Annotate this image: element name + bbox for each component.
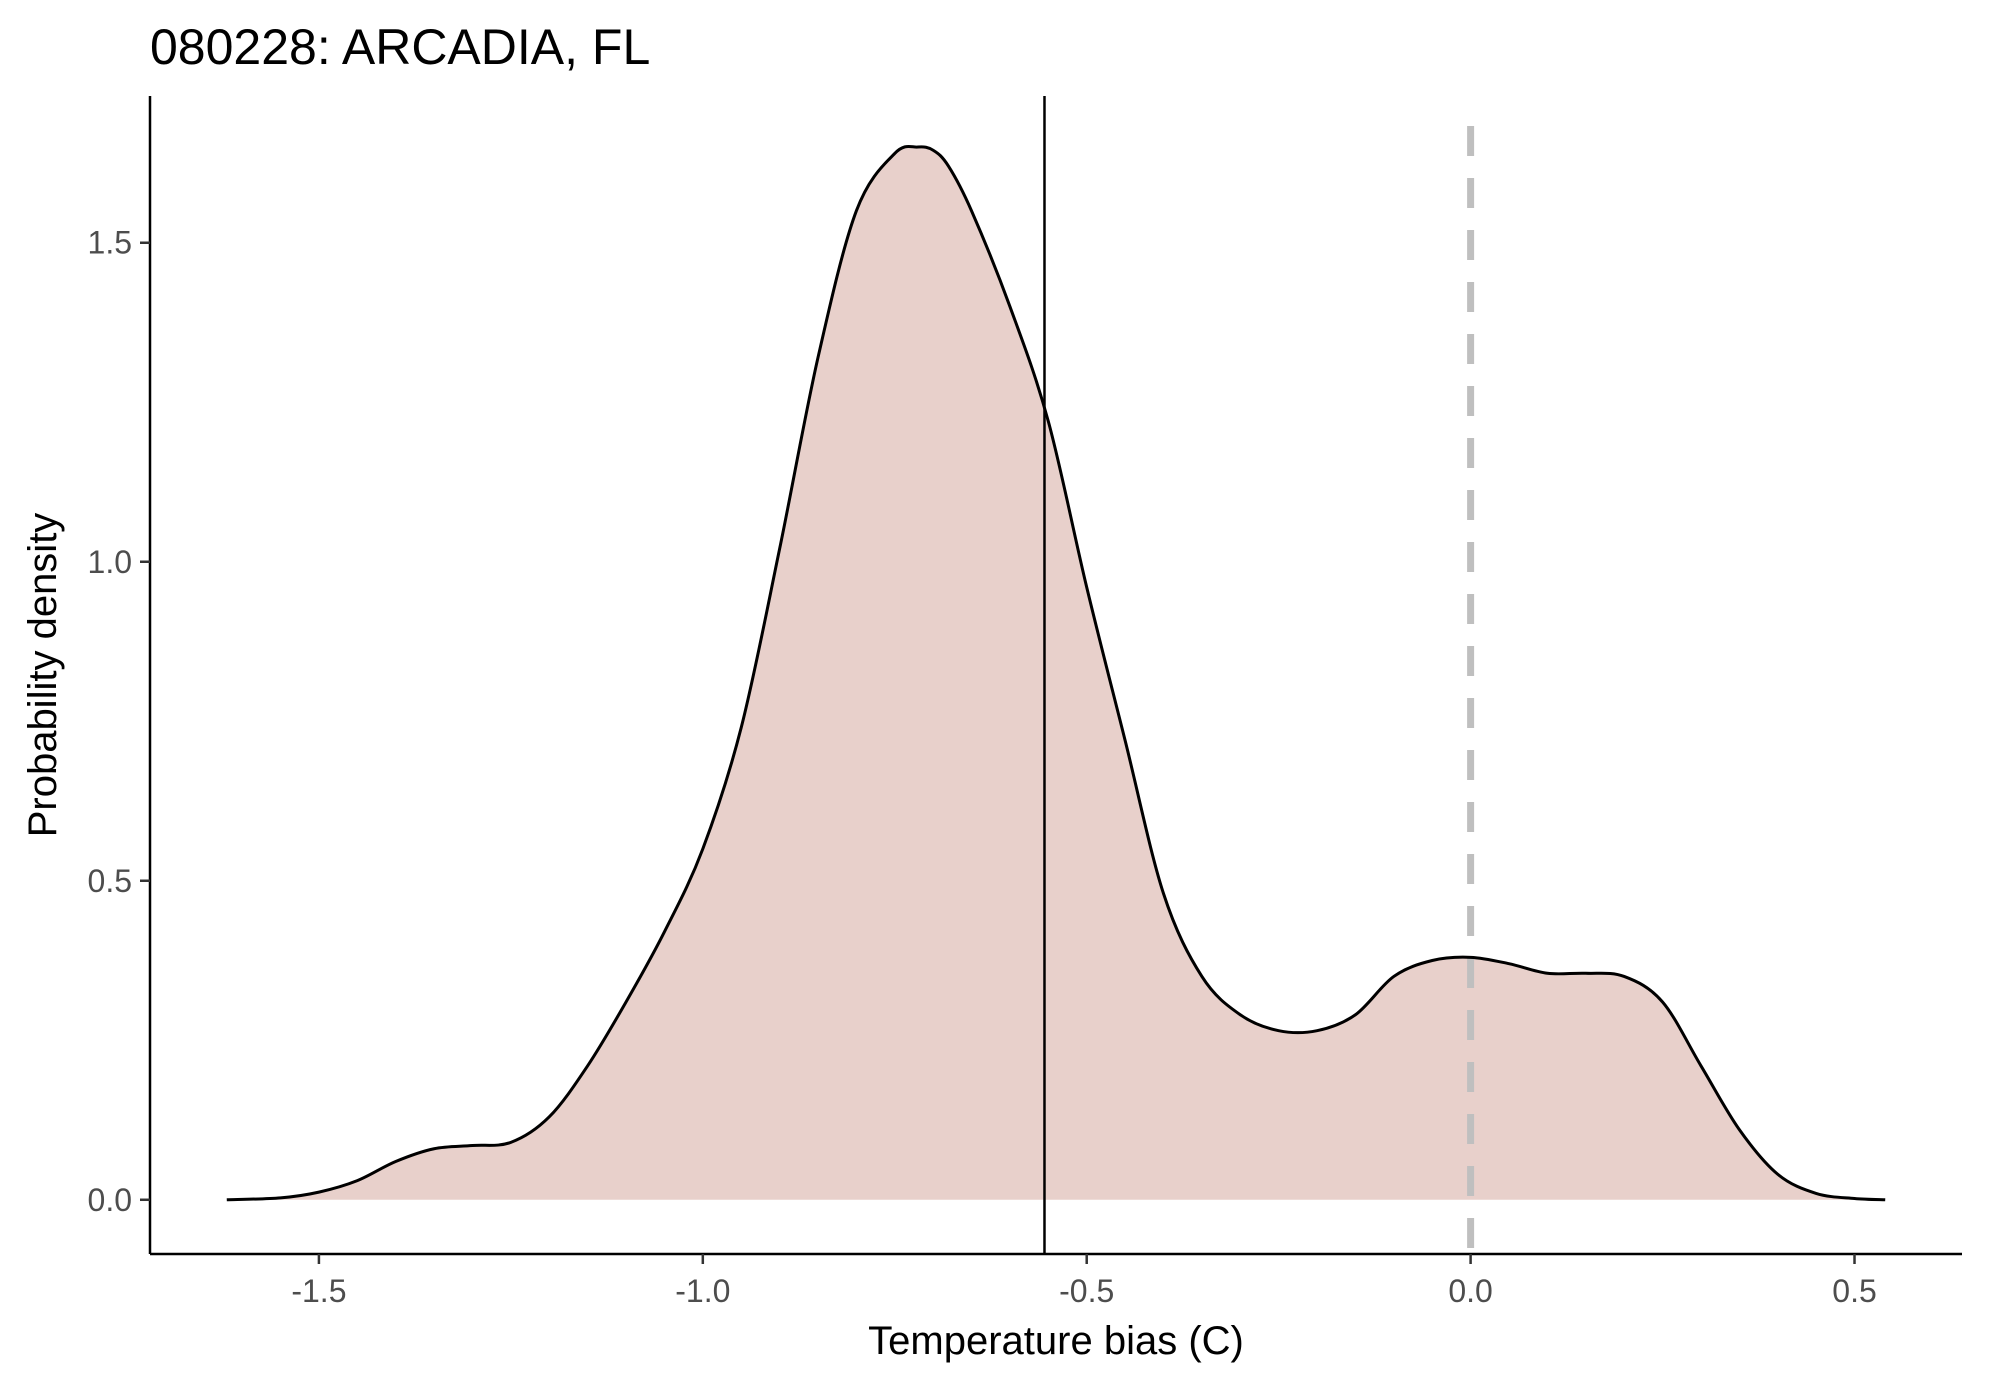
density-curve-line bbox=[226, 144, 1886, 1202]
x-axis-ticks: -1.5 -1.0 -0.5 0.0 0.5 bbox=[291, 1254, 1877, 1309]
x-tick-label: 0.5 bbox=[1832, 1273, 1876, 1309]
chart-title: 080228: ARCADIA, FL bbox=[150, 19, 650, 75]
x-tick-label: -1.0 bbox=[675, 1273, 730, 1309]
density-area-fill bbox=[226, 146, 1886, 1200]
y-axis-ticks: 0.0 0.5 1.0 1.5 bbox=[88, 225, 150, 1218]
x-axis-label: Temperature bias (C) bbox=[868, 1319, 1244, 1363]
y-tick-label: 1.5 bbox=[88, 225, 132, 261]
x-tick-label: -1.5 bbox=[291, 1273, 346, 1309]
x-tick-label: -0.5 bbox=[1059, 1273, 1114, 1309]
plot-area bbox=[226, 96, 1886, 1254]
x-tick-label: 0.0 bbox=[1448, 1273, 1492, 1309]
y-tick-label: 0.0 bbox=[88, 1182, 132, 1218]
y-tick-label: 1.0 bbox=[88, 544, 132, 580]
y-tick-label: 0.5 bbox=[88, 863, 132, 899]
y-axis-label: Probability density bbox=[21, 513, 65, 838]
